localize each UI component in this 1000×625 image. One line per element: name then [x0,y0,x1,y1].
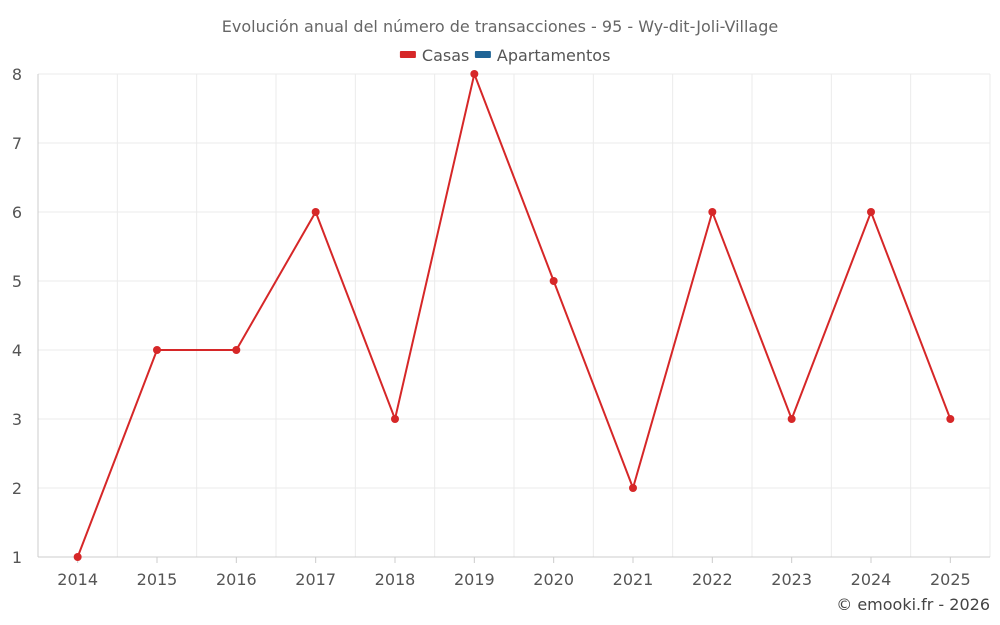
credit-text: © emooki.fr - 2026 [836,595,990,614]
y-tick-label: 3 [12,410,22,429]
x-tick-label: 2020 [533,570,574,589]
x-tick-label: 2014 [57,570,98,589]
data-point [787,415,796,423]
chart-title: Evolución anual del número de transaccio… [222,17,778,36]
data-point [391,415,399,423]
data-point [549,277,558,285]
series-layer [73,70,955,561]
data-point [153,346,161,354]
y-tick-label: 2 [12,479,22,498]
series-line-casas [76,70,952,558]
data-point [946,415,955,423]
legend: Casas Apartamentos [399,46,611,65]
x-tick-label: 2024 [851,570,892,589]
x-tick-label: 2019 [454,570,495,589]
y-tick-label: 7 [12,134,22,153]
x-tick-label: 2022 [692,570,733,589]
y-tick-label: 1 [12,548,22,567]
y-tick-label: 4 [12,341,22,360]
legend-label-apartamentos: Apartamentos [497,46,611,65]
x-tick-label: 2023 [771,570,812,589]
data-point [311,208,320,216]
y-tick-label: 8 [12,65,22,84]
x-tick-label: 2021 [613,570,654,589]
data-point [708,208,717,216]
data-point [629,484,637,492]
y-tick-label: 5 [12,272,22,291]
data-point [73,553,82,561]
axes: 1 2 3 4 5 6 7 8 2014 2015 2016 2017 2018 2019 2020 2021… [12,65,990,589]
data-point [470,70,479,78]
y-tick-label: 6 [12,203,22,222]
legend-label-casas: Casas [422,46,469,65]
legend-swatch-casas [399,51,416,58]
legend-swatch-apartamentos [474,51,491,58]
x-tick-label: 2016 [216,570,257,589]
data-point [232,346,241,354]
grid [37,73,991,558]
x-tick-label: 2018 [375,570,416,589]
x-tick-label: 2015 [137,570,178,589]
data-point [867,208,875,216]
x-tick-label: 2025 [930,570,971,589]
x-tick-label: 2017 [295,570,336,589]
